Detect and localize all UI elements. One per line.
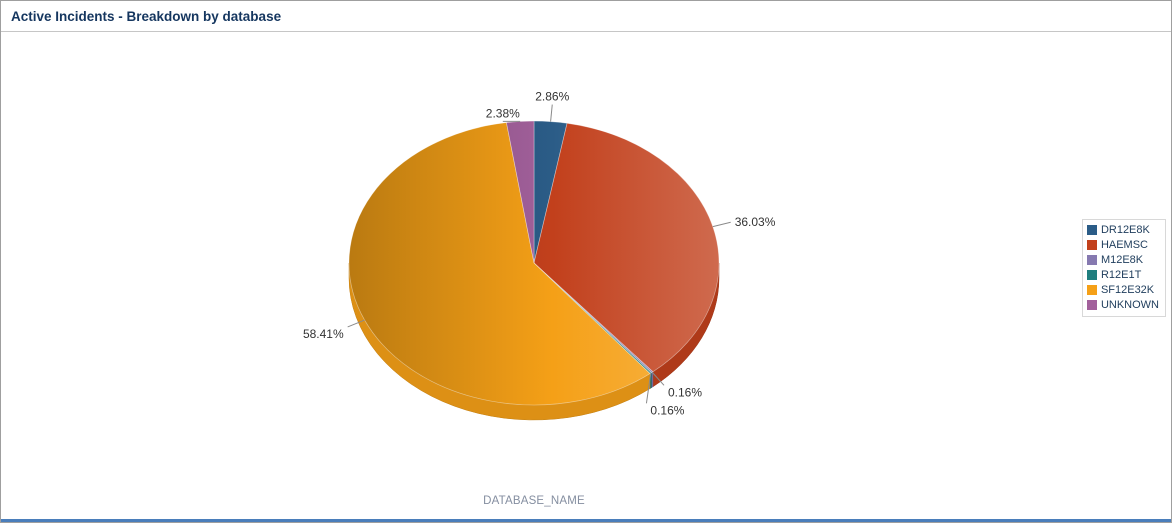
legend-item-M12E8K[interactable]: M12E8K xyxy=(1086,253,1159,267)
label-leader-line xyxy=(347,319,365,328)
legend-swatch xyxy=(1086,285,1097,295)
legend-label: SF12E32K xyxy=(1100,284,1155,296)
legend-swatch xyxy=(1086,300,1097,310)
slice-percent-label: 0.16% xyxy=(650,403,684,417)
legend-label: M12E8K xyxy=(1100,254,1144,266)
x-axis-label: DATABASE_NAME xyxy=(483,495,585,507)
label-leader-line xyxy=(651,371,665,386)
label-leader-line xyxy=(712,221,731,228)
pie-slice-SF12E32K[interactable] xyxy=(348,122,651,406)
legend-item-SF12E32K[interactable]: SF12E32K xyxy=(1086,283,1159,297)
label-leader-line xyxy=(645,373,652,404)
page-title: Active Incidents - Breakdown by database xyxy=(11,8,282,24)
slice-percent-label: 2.38% xyxy=(486,106,520,120)
legend-item-HAEMSC[interactable]: HAEMSC xyxy=(1086,238,1159,252)
legend-label: UNKNOWN xyxy=(1100,299,1159,311)
legend-label: DR12E8K xyxy=(1100,224,1150,236)
chart-legend: DR12E8K HAEMSC M12E8K R12E1T SF12E32K UNKNOWN xyxy=(1081,219,1166,317)
legend-swatch xyxy=(1086,240,1097,250)
label-leader-line xyxy=(550,104,553,122)
pie-slice-HAEMSC[interactable] xyxy=(533,122,720,373)
legend-item-UNKNOWN[interactable]: UNKNOWN xyxy=(1086,298,1159,312)
slice-percent-label: 2.86% xyxy=(535,90,569,104)
legend-swatch xyxy=(1086,255,1097,265)
legend-item-R12E1T[interactable]: R12E1T xyxy=(1086,268,1159,282)
legend-label: HAEMSC xyxy=(1100,239,1148,251)
legend-swatch xyxy=(1086,270,1097,280)
slice-percent-label: 36.03% xyxy=(735,215,776,229)
pie-chart: 2.86% 36.03% 0.16% 0.16% 58.41% 2.38% xyxy=(303,90,776,421)
legend-item-DR12E8K[interactable]: DR12E8K xyxy=(1086,223,1159,237)
slice-percent-label: 0.16% xyxy=(668,385,702,399)
bottom-accent-bar xyxy=(1,519,1171,522)
chart-area: 2.86% 36.03% 0.16% 0.16% 58.41% 2.38% DR12E8K… xyxy=(1,33,1171,519)
slice-percent-label: 58.41% xyxy=(303,327,344,341)
title-bar: Active Incidents - Breakdown by database xyxy=(1,1,1171,32)
legend-label: R12E1T xyxy=(1100,269,1142,281)
legend-swatch xyxy=(1086,225,1097,235)
